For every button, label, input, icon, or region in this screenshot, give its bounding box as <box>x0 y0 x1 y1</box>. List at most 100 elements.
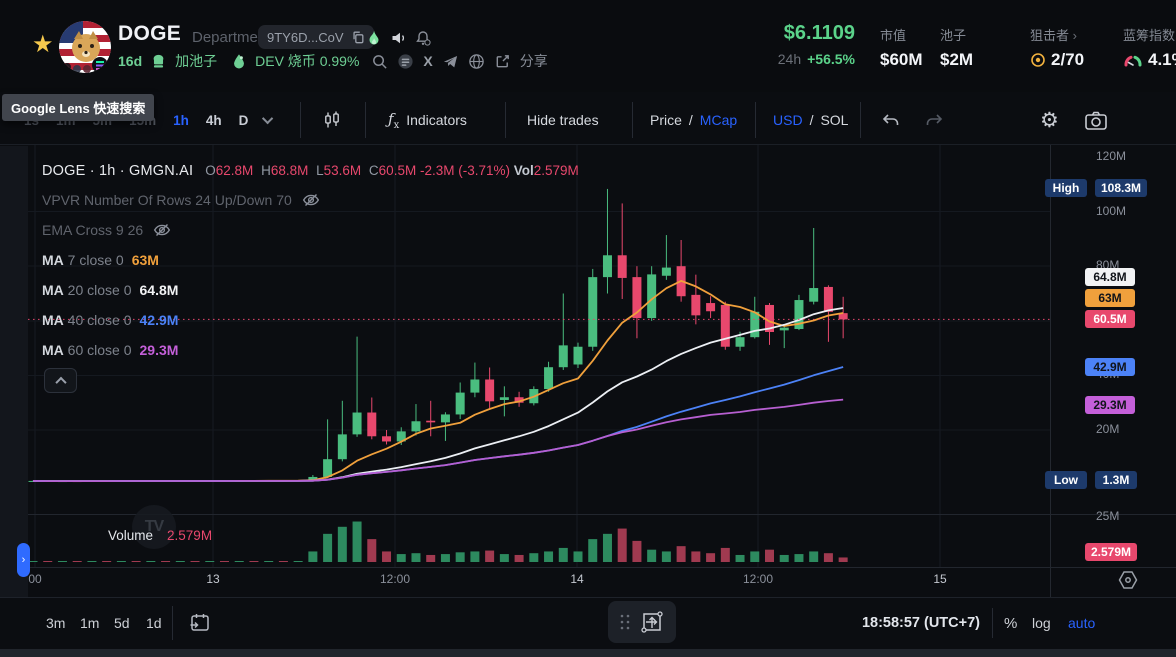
speaker-icon[interactable] <box>390 29 408 47</box>
vol-label: Vol <box>513 163 534 178</box>
clock[interactable]: 18:58:57 (UTC+7) <box>861 615 980 631</box>
token-avatar[interactable] <box>59 21 111 73</box>
chart-canvas[interactable] <box>28 145 1050 597</box>
go-to-date-button[interactable] <box>188 598 212 648</box>
bluechip-gauge-icon <box>1124 55 1142 67</box>
pane-separator[interactable] <box>28 514 1176 515</box>
log-scale-button[interactable]: log <box>1032 615 1051 631</box>
settings-button[interactable]: ⚙ <box>1040 96 1059 144</box>
chart-style-button[interactable] <box>322 96 342 144</box>
undo-button[interactable] <box>880 96 900 144</box>
collapse-legend-button[interactable] <box>44 368 77 393</box>
ema-label: EMA Cross 9 26 <box>42 221 144 238</box>
sol-option[interactable]: SOL <box>820 112 849 128</box>
stat-liquidity: 池子 $2M <box>940 25 973 70</box>
contract-address-pill[interactable]: 9TY6D...CoV <box>258 25 374 49</box>
ma7-row[interactable]: MA 7 close 0 63M <box>42 250 579 269</box>
sniper-label: 狙击者 <box>1030 28 1070 43</box>
camera-icon <box>1085 111 1107 130</box>
high-value: 68.8M <box>270 163 309 178</box>
open-label: O <box>205 163 216 178</box>
low-label-badge: Low <box>1045 471 1087 490</box>
hide-trades-button[interactable]: Hide trades <box>527 96 599 144</box>
calendar-icon <box>190 614 209 631</box>
ema-indicator-row[interactable]: EMA Cross 9 26 <box>42 220 579 239</box>
timeframe-1h[interactable]: 1h <box>173 112 189 128</box>
token-meta-row: 16d 加池子 DEV 烧币 0.99% X <box>118 51 548 71</box>
change-period: 24h <box>777 51 802 67</box>
vpvr-indicator-row[interactable]: VPVR Number Of Rows 24 Up/Down 70 <box>42 190 579 209</box>
copy-icon[interactable] <box>351 30 365 44</box>
globe-icon[interactable] <box>468 53 485 70</box>
auto-scale-button[interactable]: auto <box>1068 615 1096 631</box>
ma40-row[interactable]: MA 40 close 0 42.9M <box>42 310 579 329</box>
redo-button[interactable] <box>925 96 945 144</box>
drag-dots-icon[interactable] <box>619 613 631 631</box>
token-age: 16d <box>118 53 143 69</box>
range-1m[interactable]: 1m <box>80 615 100 631</box>
price-mcap-toggle[interactable]: Price / MCap <box>650 96 737 144</box>
sniper-value: 2/70 <box>1051 50 1085 69</box>
ma-params: 40 close 0 <box>67 311 132 328</box>
ma20-row[interactable]: MA 20 close 0 64.8M <box>42 280 579 299</box>
axis-settings-hexagon-icon[interactable] <box>1116 568 1140 592</box>
ma60-row[interactable]: MA 60 close 0 29.3M <box>42 340 579 359</box>
time-label: 15 <box>933 572 947 586</box>
add-pool-label[interactable]: 加池子 <box>175 53 218 69</box>
usd-sol-toggle[interactable]: USD / SOL <box>773 96 848 144</box>
flame-icon[interactable] <box>364 29 382 47</box>
range-1d[interactable]: 1d <box>146 615 162 631</box>
price-option[interactable]: Price <box>650 112 682 128</box>
timeframe-4h[interactable]: 4h <box>205 112 222 128</box>
share-external-icon[interactable] <box>494 53 511 70</box>
eye-off-icon[interactable] <box>300 189 322 211</box>
percent-scale-button[interactable]: % <box>1004 614 1018 632</box>
usd-option[interactable]: USD <box>773 112 803 128</box>
bottom-toolbar: 3m 1m 5d 1d 18:58:57 (UTC+7) % log auto <box>0 597 1176 649</box>
hide-trades-label: Hide trades <box>527 112 599 128</box>
x-twitter-icon[interactable]: X <box>423 53 433 69</box>
search-icon[interactable] <box>371 53 388 70</box>
alert-bell-icon[interactable] <box>414 29 432 47</box>
liquidity-value: $2M <box>940 50 974 69</box>
time-label: 12:00 <box>742 572 774 586</box>
axes-scale-icon[interactable] <box>639 609 665 635</box>
share-label[interactable]: 分享 <box>519 53 548 69</box>
vpvr-label: VPVR Number Of Rows 24 Up/Down 70 <box>42 191 292 208</box>
ma60-value: 29.3M <box>139 341 179 358</box>
screenshot-button[interactable] <box>1084 96 1108 144</box>
ma7-value: 63M <box>131 251 159 268</box>
indicators-button[interactable]: ƒx Indicators <box>388 96 467 144</box>
pane-controls-widget[interactable] <box>608 601 676 643</box>
platform-icon[interactable] <box>397 53 414 70</box>
token-name: Departme <box>192 29 258 46</box>
bottom-scroll-strip[interactable] <box>0 649 1176 657</box>
eye-off-icon[interactable] <box>151 219 173 241</box>
redo-icon <box>926 114 943 125</box>
bluechip-label: 蓝筹指数 <box>1123 28 1176 43</box>
volume-legend[interactable]: Volume 2.579M <box>108 528 212 543</box>
high-label: H <box>261 163 271 178</box>
indicators-label: Indicators <box>406 112 467 128</box>
chart-title[interactable]: DOGE · 1h · GMGN.AI <box>42 162 194 179</box>
range-3m[interactable]: 3m <box>46 615 66 631</box>
favorite-star-icon[interactable]: ★ <box>32 31 54 58</box>
low-value-badge: 1.3M <box>1095 471 1137 490</box>
expand-panel-handle[interactable]: › <box>17 543 30 577</box>
ma-name: MA <box>42 311 64 328</box>
undo-icon <box>882 114 899 125</box>
vol-value: 2.579M <box>533 163 579 178</box>
doge-avatar-image <box>59 21 111 73</box>
mcap-option[interactable]: MCap <box>699 112 738 128</box>
telegram-icon[interactable] <box>442 53 459 70</box>
timeframe-dropdown-icon[interactable] <box>262 112 274 125</box>
divider <box>505 102 506 138</box>
time-label: 14 <box>570 572 584 586</box>
stat-snipers[interactable]: 狙击者 › 2/70 <box>1030 25 1084 70</box>
ma-params: 7 close 0 <box>67 251 124 268</box>
timeframe-1d[interactable]: D <box>238 112 249 128</box>
ma-params: 60 close 0 <box>67 341 132 358</box>
divider <box>300 102 301 138</box>
range-5d[interactable]: 5d <box>114 615 130 631</box>
volume-value: 2.579M <box>167 528 213 543</box>
